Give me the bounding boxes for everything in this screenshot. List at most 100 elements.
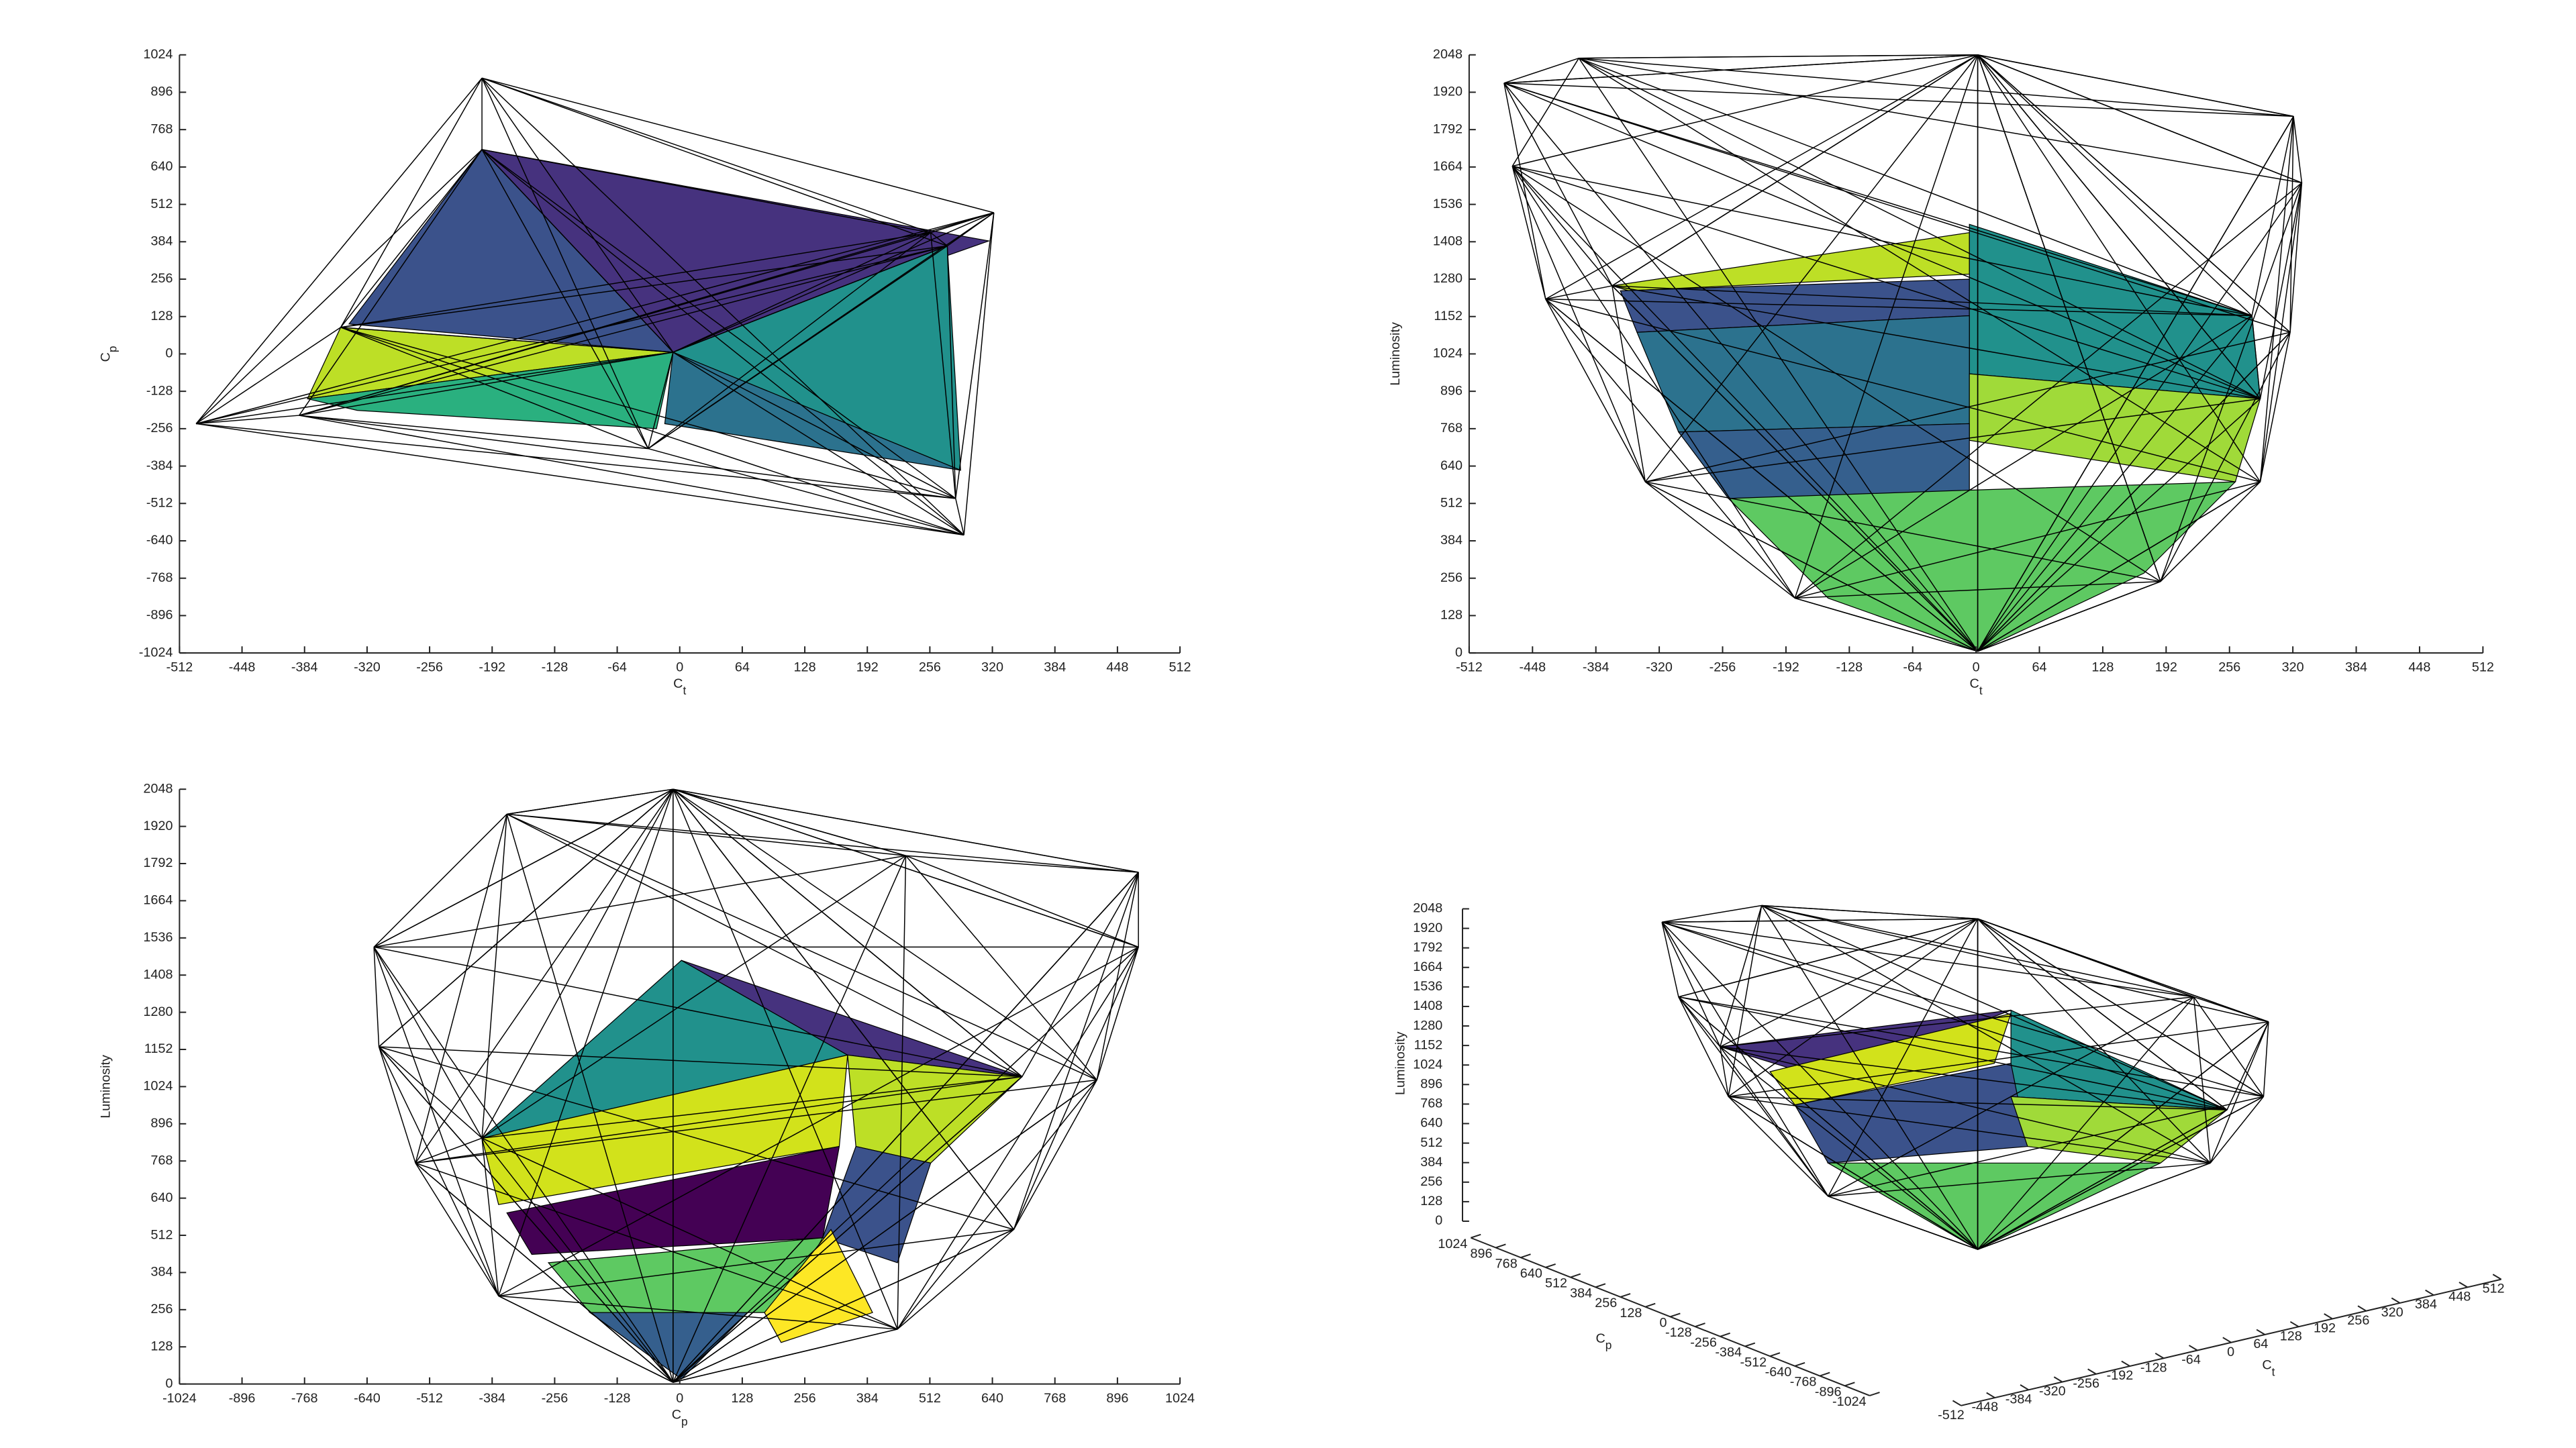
face	[764, 1229, 873, 1343]
x-tick-label: 64	[2032, 660, 2047, 675]
wire	[673, 788, 906, 856]
wire	[963, 212, 995, 535]
wire	[1828, 1162, 2211, 1197]
x-tick-label: 192	[2155, 660, 2177, 675]
x-tick-label: -64	[607, 660, 627, 675]
wire	[1977, 1162, 2211, 1250]
wire	[481, 77, 948, 247]
wire	[1720, 1046, 2211, 1164]
wire	[379, 1046, 1014, 1231]
wire	[1977, 54, 2294, 117]
x-tick-label: 640	[981, 1391, 1003, 1406]
wire	[1977, 918, 2228, 1110]
wire	[1977, 54, 2261, 399]
x-tick-label: 320	[2282, 660, 2304, 675]
x-tick	[2289, 1321, 2299, 1328]
axis-label: Luminosity	[1393, 1031, 1408, 1095]
y-tick-label: 640	[150, 1190, 172, 1205]
y-tick-label: 896	[1440, 383, 1463, 398]
x-tick-label: 0	[2227, 1345, 2234, 1359]
wire	[1644, 54, 1979, 482]
y-tick-label: 1024	[1438, 1237, 1467, 1251]
x-tick-label: -512	[1938, 1408, 1965, 1423]
x-tick-label: 128	[731, 1391, 753, 1406]
y-tick	[1595, 1283, 1606, 1288]
wire	[1720, 918, 1978, 1047]
wire	[415, 788, 674, 1163]
x-tick	[2425, 1289, 2434, 1296]
wire	[1512, 166, 1613, 287]
wire	[673, 872, 1139, 1383]
wire	[415, 814, 507, 1163]
x-tick	[2087, 1368, 2097, 1375]
wire	[946, 212, 995, 247]
x-tick-label: -320	[354, 660, 381, 675]
wire	[2251, 116, 2294, 316]
x-tick-label: 1024	[1165, 1391, 1195, 1406]
y-tick	[1869, 1392, 1880, 1396]
wire	[1578, 58, 2261, 482]
wire	[673, 855, 907, 1383]
wire	[481, 77, 964, 535]
x-tick	[2020, 1384, 2029, 1391]
wire	[1512, 166, 1979, 652]
x-tick-label: -512	[416, 1391, 443, 1406]
wire	[379, 1046, 483, 1139]
x-tick-label: 256	[794, 1391, 816, 1406]
wire	[1977, 182, 2303, 652]
wire	[481, 77, 931, 234]
y-tick-label: 1152	[1434, 309, 1463, 323]
wire	[1977, 54, 2161, 582]
wire	[1512, 166, 2161, 582]
axis-label: Ct	[2262, 1358, 2275, 1378]
z-tick-label: 384	[1420, 1155, 1442, 1170]
x-tick	[1986, 1392, 1995, 1398]
x-tick-label: 64	[2253, 1337, 2268, 1351]
wire	[1662, 918, 1978, 923]
x-tick-label: 384	[2345, 660, 2367, 675]
y-tick	[1720, 1332, 1730, 1337]
wire	[1977, 115, 2294, 652]
wire	[897, 856, 907, 1329]
wire	[2259, 332, 2291, 482]
wire	[506, 813, 1097, 1081]
wire	[1728, 905, 1763, 1097]
y-tick	[1620, 1293, 1631, 1298]
y-tick-label: 768	[1495, 1256, 1518, 1271]
wire	[1612, 285, 2252, 317]
wire	[1013, 947, 1139, 1230]
wire	[481, 814, 507, 1139]
face	[2010, 1009, 2228, 1110]
x-tick-label: -448	[1519, 660, 1546, 675]
wire	[1612, 285, 1979, 652]
wire	[415, 1162, 898, 1330]
wire	[373, 947, 483, 1139]
x-tick-label: 0	[676, 660, 683, 675]
x-tick	[2121, 1360, 2130, 1367]
wire	[673, 788, 1023, 1078]
wire	[498, 1229, 1014, 1297]
x-tick-label: 256	[2218, 660, 2240, 675]
axis-label-subscript: p	[105, 346, 119, 352]
wire	[506, 813, 1023, 1078]
wire	[1977, 580, 2161, 652]
wire	[340, 327, 964, 536]
wire	[1096, 947, 1139, 1080]
z-tick-label: 768	[1420, 1096, 1442, 1111]
y-tick-label: 384	[150, 234, 172, 249]
x-tick-label: -192	[1773, 660, 1799, 675]
wire	[2289, 116, 2294, 333]
axis-label-subscript: t	[683, 684, 686, 697]
wire	[481, 788, 674, 1139]
wire	[1612, 285, 2261, 400]
wire	[955, 498, 964, 535]
wire	[1795, 481, 2261, 599]
wire	[1794, 315, 2252, 599]
wire	[1794, 182, 2302, 599]
wire	[340, 327, 648, 450]
x-tick-label: -192	[479, 660, 505, 675]
face	[664, 352, 961, 471]
axis-label-base: C	[673, 676, 683, 691]
x-tick	[2391, 1297, 2401, 1304]
wire	[1678, 996, 1729, 1097]
